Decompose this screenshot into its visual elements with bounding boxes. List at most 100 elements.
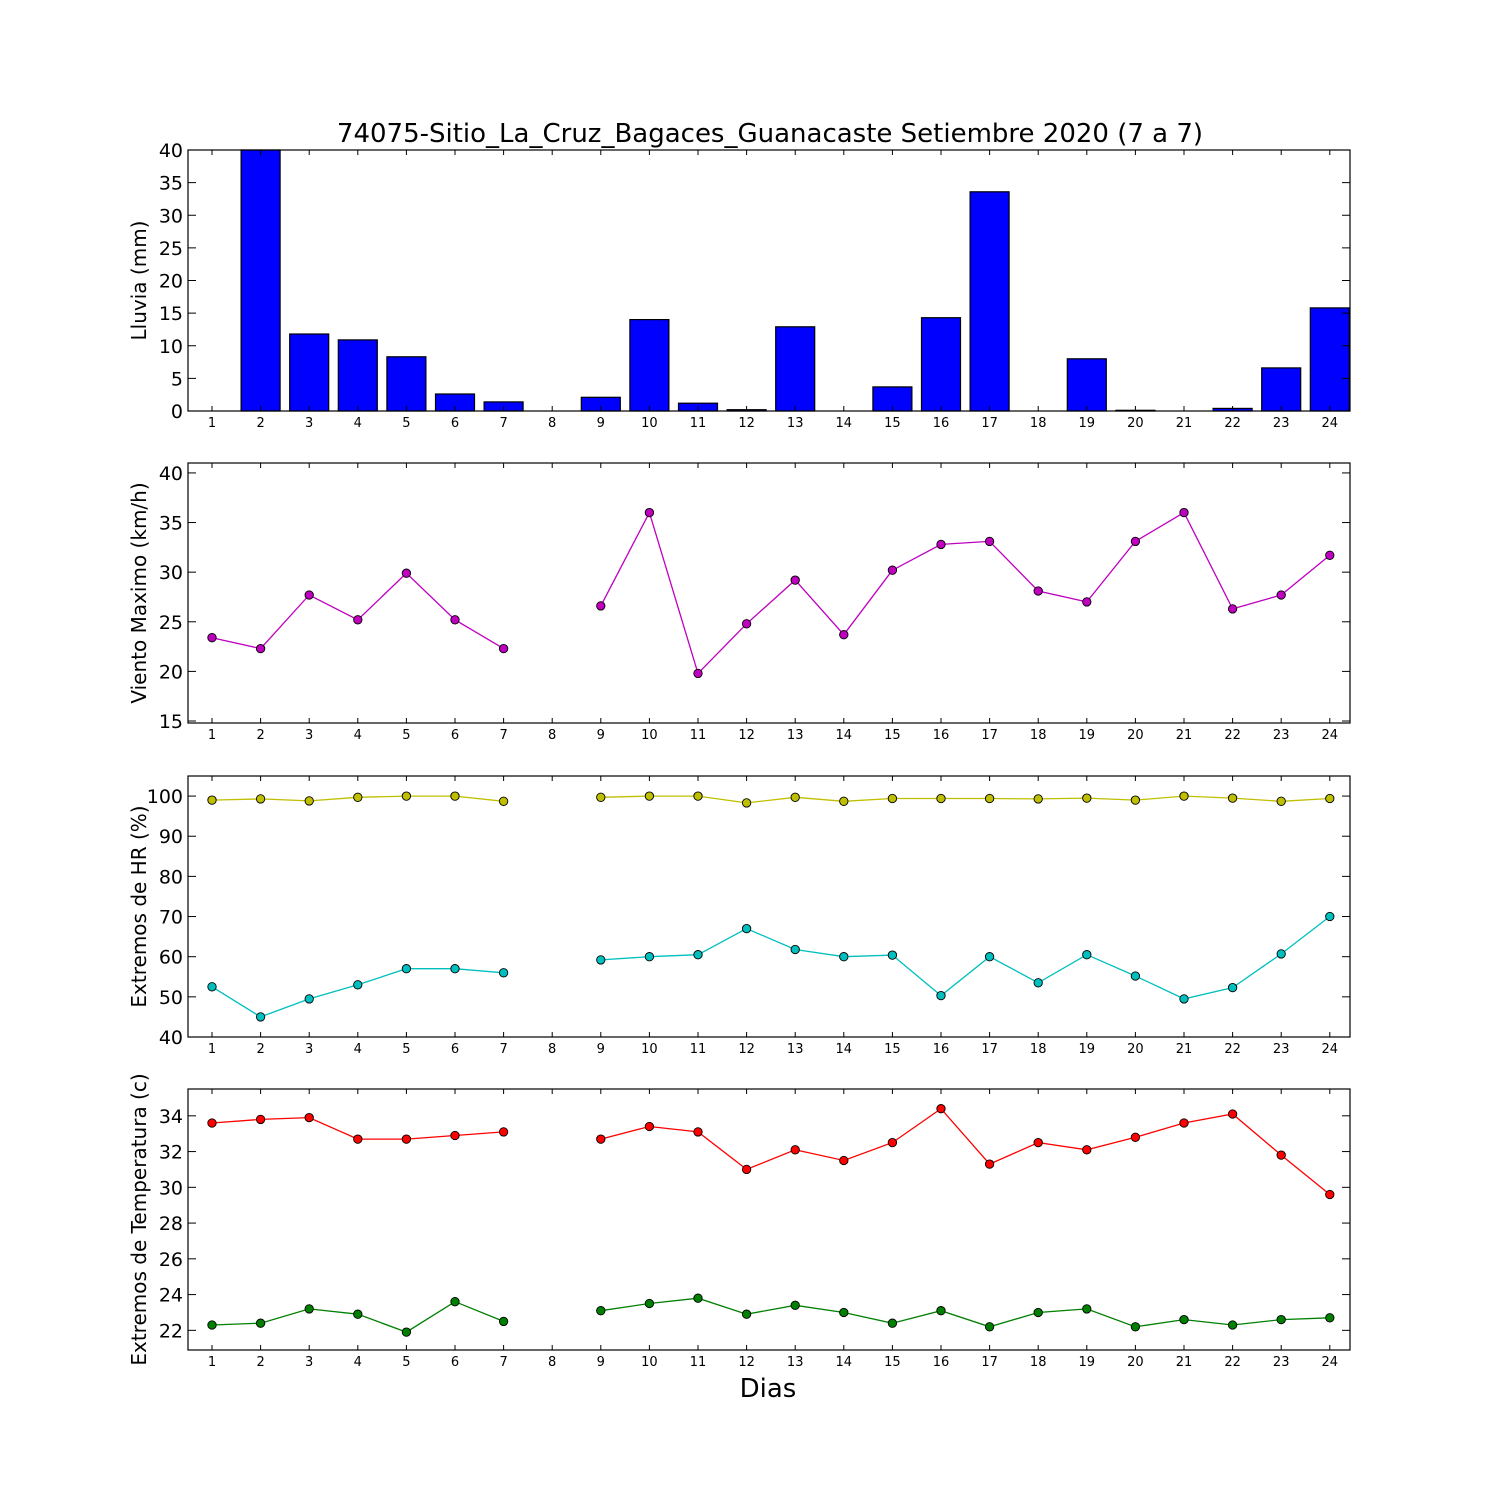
x-tick-label: 15 (884, 728, 901, 743)
x-tick-label: 13 (787, 1355, 804, 1370)
x-tick-label: 18 (1030, 1042, 1047, 1057)
x-tick-label: 7 (499, 1042, 507, 1057)
bar-day-3 (289, 333, 330, 412)
x-tick-label: 10 (641, 1355, 658, 1370)
x-tick-label: 17 (981, 416, 998, 431)
x-tick-label: 15 (884, 1355, 901, 1370)
panels: 1 2 3 4 5 6 7 8 9 10 11 12 13 14 15 16 17 18 19 20 21 22 23 240… (127, 140, 1351, 1370)
x-tick-label: 12 (738, 728, 755, 743)
x-tick-label: 9 (597, 1042, 605, 1057)
series-2-point-day-3 (304, 1304, 314, 1314)
x-tick-label: 4 (354, 1355, 362, 1370)
series-2-point-day-16 (936, 990, 946, 1001)
bar-day-13 (775, 326, 816, 412)
series-1-point-day-19 (1082, 1145, 1092, 1155)
series-2-point-day-7 (498, 968, 509, 978)
x-tick-label: 8 (548, 1355, 556, 1370)
series-1-point-day-4 (353, 792, 363, 802)
series-1-point-day-21 (1179, 1118, 1189, 1128)
series-1-point-day-11 (693, 791, 703, 801)
y-tick-label: 20 (159, 661, 183, 683)
x-tick-label: 1 (208, 416, 216, 431)
x-tick-label: 14 (836, 1355, 853, 1370)
x-tick-label: 5 (402, 1042, 410, 1057)
series-2-point-day-17 (984, 952, 995, 962)
series-2-point-day-11 (693, 950, 703, 960)
y-tick-label: 26 (159, 1249, 183, 1271)
bar-day-5 (386, 356, 427, 412)
series-2-point-day-16 (936, 1306, 946, 1316)
series-1-point-day-24 (1325, 1189, 1335, 1200)
y-tick-label: 60 (159, 947, 183, 969)
series-1-point-day-1 (207, 1118, 217, 1128)
series-1-point-day-1 (207, 795, 217, 805)
y-tick-label: 25 (159, 612, 183, 634)
y-tick-label: 24 (159, 1285, 183, 1307)
series-1-point-day-15 (887, 1137, 898, 1148)
x-tick-label: 5 (402, 1355, 410, 1370)
series-1-point-day-12 (741, 1164, 752, 1175)
series-2-point-day-5 (401, 1327, 412, 1337)
series-1-point-day-4 (353, 615, 363, 625)
series-1-point-day-10 (644, 1121, 655, 1132)
x-tick-label: 22 (1224, 1355, 1241, 1370)
x-tick-label: 24 (1322, 1042, 1339, 1057)
x-tick-label: 4 (354, 416, 362, 431)
series-2-point-day-7 (498, 1316, 509, 1327)
series-2-point-day-9 (596, 955, 606, 965)
x-tick-label: 13 (787, 1042, 804, 1057)
series-2-point-day-20 (1130, 971, 1141, 981)
series-1-point-day-6 (450, 1130, 460, 1141)
series-1-point-day-21 (1179, 791, 1189, 801)
x-tick-label: 21 (1176, 416, 1193, 431)
x-tick-label: 20 (1127, 1355, 1144, 1370)
x-tick-label: 14 (836, 728, 853, 743)
series-2-point-day-19 (1082, 1304, 1092, 1314)
series-2-point-day-4 (353, 1309, 363, 1319)
series-1-point-day-22 (1227, 1109, 1238, 1119)
series-1-point-day-9 (596, 792, 606, 802)
series-2-point-day-23 (1276, 949, 1286, 959)
series-1-point-day-2 (255, 794, 266, 804)
x-tick-label: 1 (208, 728, 216, 743)
series-1-point-day-3 (304, 796, 314, 806)
x-tick-label: 6 (451, 416, 459, 431)
series-2-point-day-2 (255, 1012, 266, 1022)
series-2-point-day-15 (887, 950, 898, 960)
x-tick-label: 13 (787, 728, 804, 743)
y-tick-label: 80 (159, 866, 183, 888)
series-2-point-day-18 (1033, 1307, 1043, 1318)
series-1-point-day-14 (839, 630, 849, 640)
series-2-point-day-21 (1179, 1314, 1189, 1325)
x-axis-label: Dias (740, 1374, 797, 1404)
series-2-point-day-12 (741, 1309, 752, 1319)
panel-1: 1 2 3 4 5 6 7 8 9 10 11 12 13 14 15 16 17 18 19 20 21 22 23 240… (127, 140, 1351, 431)
x-tick-label: 7 (499, 416, 507, 431)
x-tick-label: 23 (1273, 1355, 1290, 1370)
series-1-point-day-13 (790, 1145, 800, 1155)
series-1-point-day-10 (644, 791, 655, 801)
series-1-point-day-23 (1276, 796, 1286, 806)
series-2-point-day-24 (1325, 1313, 1335, 1323)
series-2-point-day-20 (1130, 1322, 1141, 1332)
x-tick-label: 23 (1273, 416, 1290, 431)
series-1-point-day-12 (741, 619, 752, 629)
x-tick-label: 12 (738, 1355, 755, 1370)
x-tick-label: 8 (548, 1042, 556, 1057)
x-tick-label: 22 (1224, 728, 1241, 743)
x-tick-label: 16 (933, 1355, 950, 1370)
y-tick-label: 20 (159, 271, 183, 293)
bar-day-10 (629, 319, 670, 412)
chart-title: 74075-Sitio_La_Cruz_Bagaces_Guanacaste S… (337, 119, 1203, 149)
series-1-point-day-11 (693, 1127, 703, 1137)
series-1-point-day-10 (644, 507, 655, 518)
x-tick-label: 18 (1030, 416, 1047, 431)
x-tick-label: 14 (836, 416, 853, 431)
bar-day-2 (240, 149, 281, 412)
series-1-point-day-5 (401, 791, 412, 801)
y-tick-label: 100 (147, 786, 183, 808)
x-tick-label: 9 (597, 728, 605, 743)
series-1-point-day-5 (401, 1134, 412, 1144)
axes-frame (187, 462, 1351, 724)
